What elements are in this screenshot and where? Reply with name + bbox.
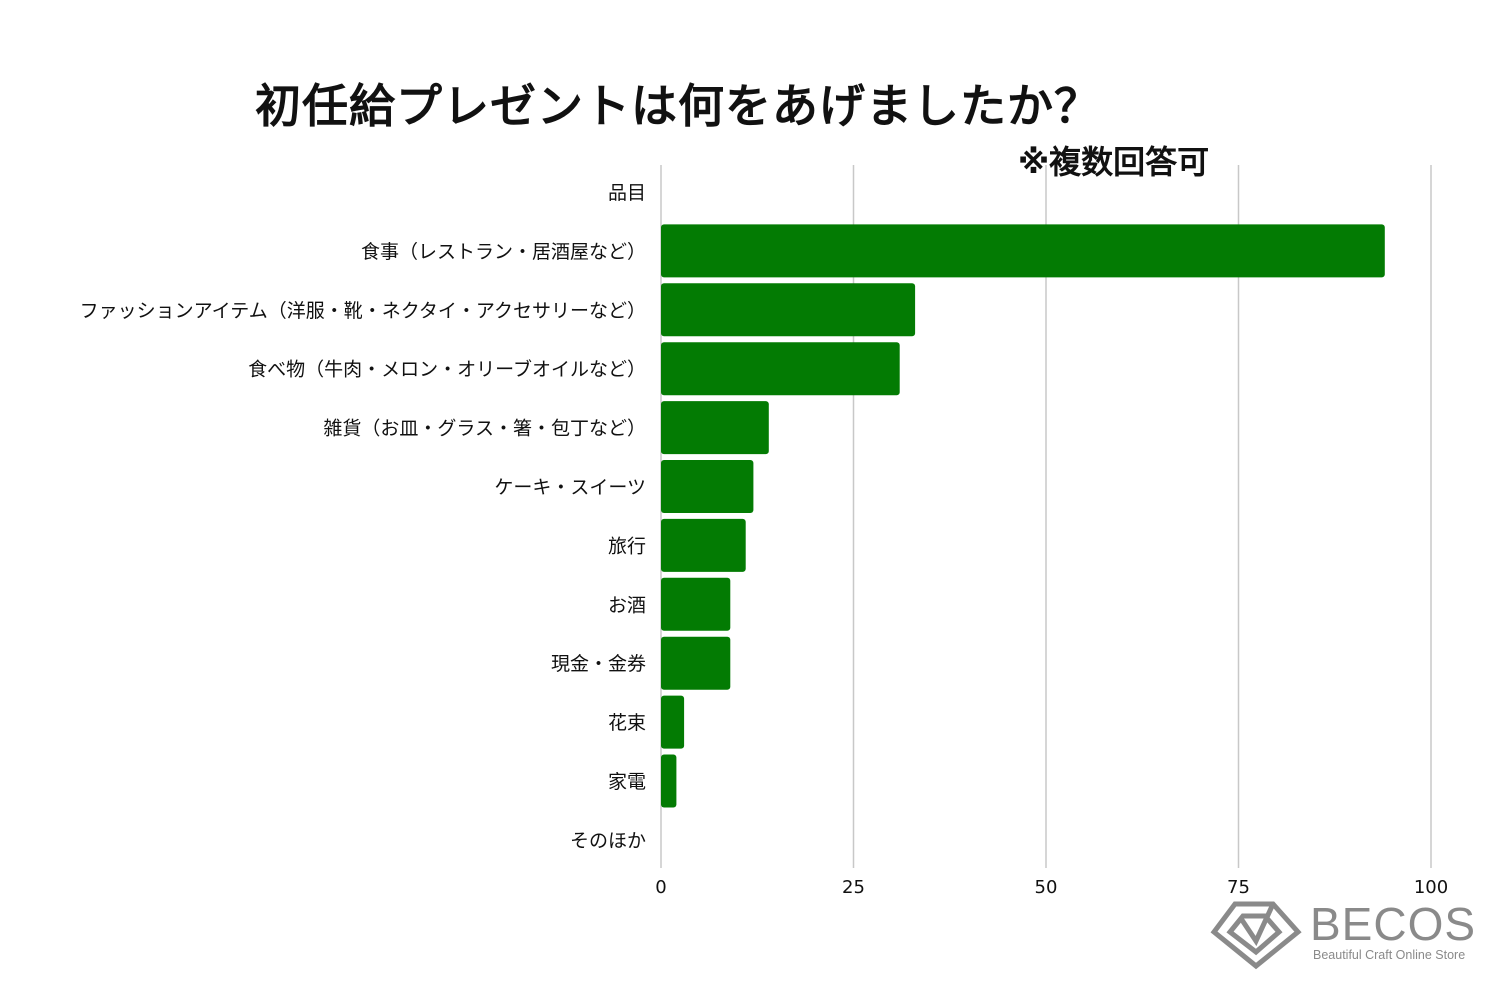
category-label: 旅行 <box>608 535 646 557</box>
x-tick-label: 50 <box>1035 877 1058 898</box>
category-label: 現金・金券 <box>551 653 646 675</box>
bar <box>661 518 746 572</box>
bar <box>661 283 916 337</box>
logo-wordmark: BECOS <box>1310 898 1477 950</box>
x-tick-labels: 0 25 50 75 100 <box>655 877 1448 898</box>
becos-logo-mark-icon <box>1210 901 1302 970</box>
grid-lines <box>660 165 1432 868</box>
category-label: お酒 <box>608 594 646 616</box>
x-tick-label: 75 <box>1227 877 1250 898</box>
x-tick-label: 100 <box>1414 877 1448 898</box>
becos-logo: BECOS Beautiful Craft Online Store <box>1210 895 1485 970</box>
category-label: ケーキ・スイーツ <box>494 477 646 499</box>
category-label: 食べ物（牛肉・メロン・オリーブオイルなど） <box>248 358 646 381</box>
logo-tagline: Beautiful Craft Online Store <box>1313 948 1466 962</box>
category-label: 家電 <box>608 771 646 793</box>
bar <box>661 460 754 513</box>
x-tick-label: 0 <box>655 877 666 898</box>
category-label: 雑貨（お皿・グラス・箸・包丁など） <box>323 418 646 440</box>
bar <box>661 342 900 396</box>
bar <box>661 224 1385 278</box>
bar <box>661 577 731 631</box>
category-label: ファッションアイテム（洋服・靴・ネクタイ・アクセサリーなど） <box>80 300 646 322</box>
x-tick-label: 25 <box>842 877 865 898</box>
bar <box>661 754 677 808</box>
category-label: 食事（レストラン・居酒屋など） <box>361 241 646 263</box>
category-label: 花束 <box>608 712 646 734</box>
category-header: 品目 <box>608 182 646 204</box>
bar <box>661 695 685 749</box>
bar <box>661 401 769 455</box>
bar <box>661 636 731 690</box>
chart-subtitle: ※複数回答可 <box>1018 143 1210 181</box>
category-label: そのほか <box>570 830 646 852</box>
chart-title: 初任給プレゼントは何をあげましたか？ <box>255 79 1101 133</box>
bars <box>661 224 1385 808</box>
